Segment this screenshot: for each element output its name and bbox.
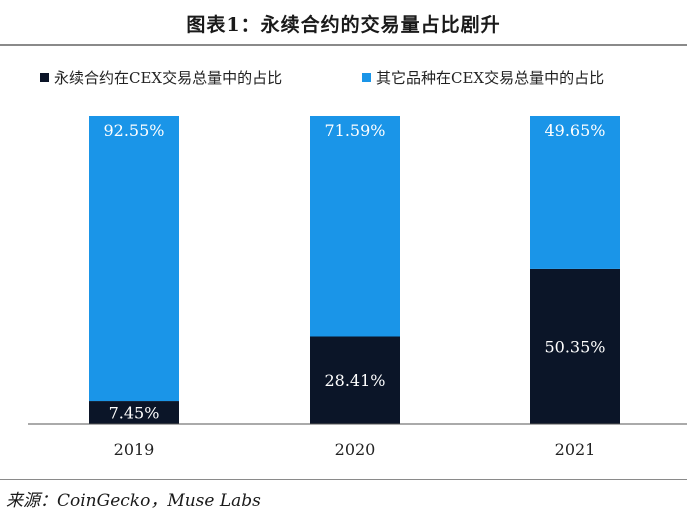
legend: 永续合约在CEX交易总量中的占比 其它品种在CEX交易总量中的占比 [40,69,604,87]
data-label-2019-series-0: 7.45% [109,404,160,423]
bar-2019-series-1 [89,116,179,402]
bar-2021-series-1 [530,116,620,269]
chart-title: 图表1：永续合约的交易量占比剧升 [186,14,501,36]
x-tick-2021: 2021 [555,440,596,459]
data-label-2021-series-0: 50.35% [544,337,605,356]
legend-swatch-1 [362,73,371,82]
data-label-2021-series-1: 49.65% [544,121,605,140]
bars: 7.45% 92.55% 28.41% 71.59% 50.35% 49.65% [89,116,620,424]
bar-2021-series-0 [530,268,620,424]
stacked-bar-chart: 永续合约在CEX交易总量中的占比 其它品种在CEX交易总量中的占比 7.45% 92… [28,69,687,459]
bar-2020-series-0 [310,336,400,424]
legend-label-0: 永续合约在CEX交易总量中的占比 [54,69,282,87]
legend-label-1: 其它品种在CEX交易总量中的占比 [376,69,604,87]
data-label-2019-series-1: 92.55% [103,121,164,140]
bar-2020-series-1 [310,116,400,337]
bar-2019-series-0 [89,401,179,424]
x-tick-2020: 2020 [335,440,376,459]
x-tick-labels: 2019 2020 2021 [114,440,596,459]
footer-divider [0,479,687,480]
data-label-2020-series-1: 71.59% [324,121,385,140]
source-note: 来源：CoinGecko，Muse Labs [6,491,261,511]
x-tick-2019: 2019 [114,440,155,459]
title-divider [0,44,687,46]
legend-swatch-0 [40,73,49,82]
data-label-2020-series-0: 28.41% [324,371,385,390]
